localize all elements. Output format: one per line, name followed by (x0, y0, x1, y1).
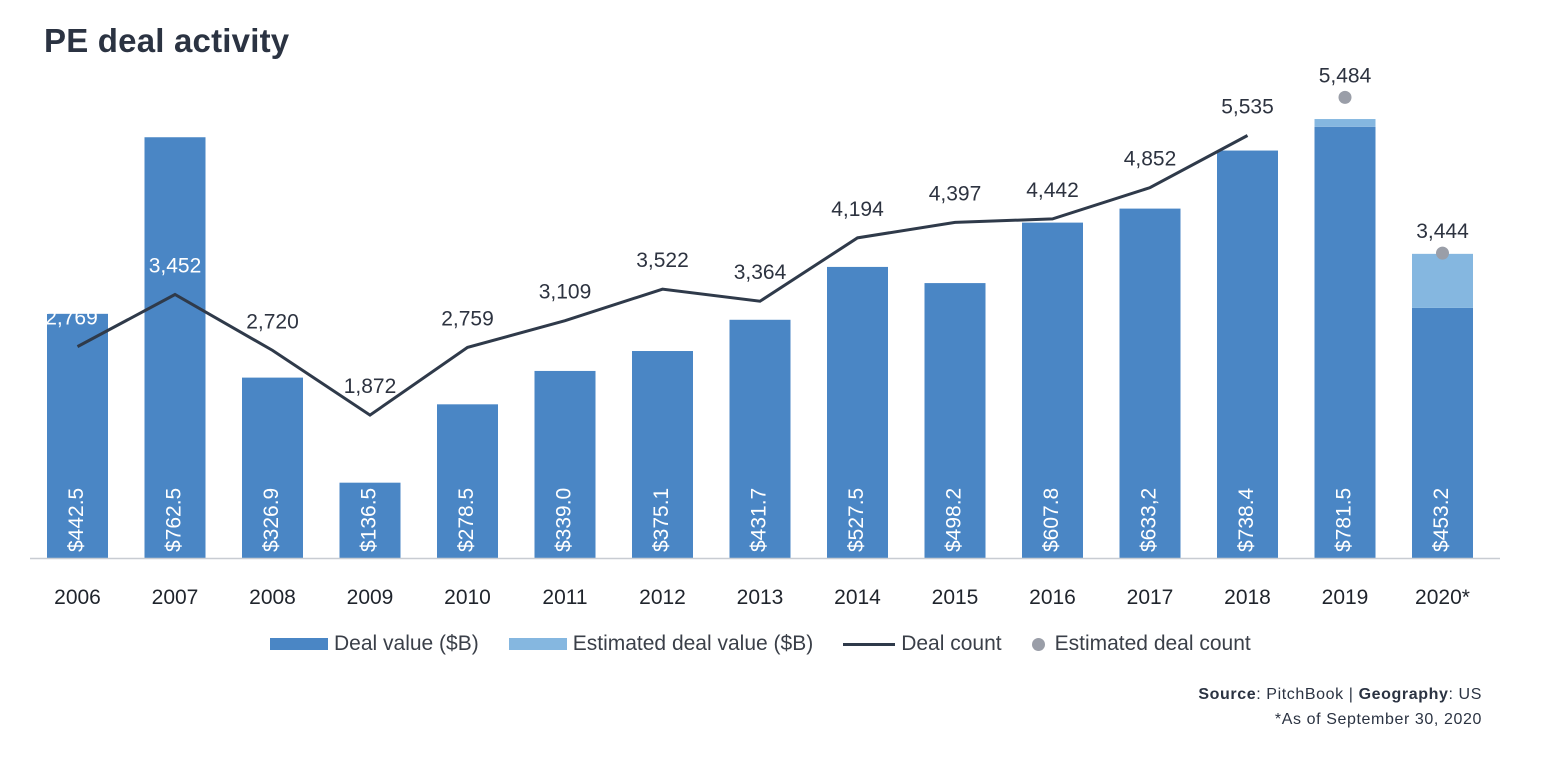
chart: $442.5 $762.5 $326.9 $136.5 $278.5 $339.0 $375… (30, 64, 1500, 609)
legend-label-estimated-deal-count: Estimated deal count (1054, 632, 1251, 655)
x-tick-label: 2007 (152, 586, 199, 609)
bar-value-label: $738.4 (1235, 487, 1258, 552)
deal-count-label: 4,442 (1026, 179, 1079, 202)
deal-count-label: 5,535 (1221, 95, 1274, 118)
deal-count-label: 2,759 (441, 307, 494, 330)
x-tick-label: 2015 (932, 586, 979, 609)
legend-label-deal-count: Deal count (901, 632, 1002, 655)
bar-deal-value-2016 (1022, 222, 1083, 558)
x-tick-label: 2014 (834, 586, 881, 609)
bar-deal-value-2011 (534, 370, 596, 558)
bar-value-label: $762.5 (163, 488, 186, 552)
bar-value-label: $781.5 (1333, 488, 1356, 552)
legend-item-estimated-deal-value: Estimated deal value ($B) (508, 632, 814, 656)
estimated-deal-count-swatch (1031, 637, 1045, 651)
bar-deal-value-2018 (1217, 150, 1278, 559)
x-tick-label: 2018 (1224, 586, 1271, 609)
x-tick-label: 2010 (444, 586, 491, 609)
deal-value-swatch (270, 638, 328, 650)
legend: Deal value ($B) Estimated deal value ($B… (270, 630, 1281, 658)
legend-item-deal-count: Deal count (843, 632, 1002, 656)
geography-label: Geography (1358, 686, 1449, 703)
bar-value-label: $278.5 (455, 488, 478, 552)
bar-deal-value-2012 (632, 351, 693, 558)
deal-count-line (76, 134, 1249, 417)
bar-deal-value-2009 (339, 482, 401, 558)
bar-deal-value-2020* (1412, 307, 1473, 558)
bar-value-label: $453.2 (1430, 488, 1453, 552)
estimated-deal-value-swatch (508, 638, 567, 650)
x-tick-label: 2017 (1127, 586, 1174, 609)
bar-value-label: $442.5 (65, 488, 88, 552)
x-tick-label: 2008 (249, 586, 296, 609)
as-of-note: *As of September 30, 2020 (1274, 711, 1482, 728)
bar-value-label: $527.5 (845, 488, 868, 552)
estimated-deal-count-label: 5,484 (1319, 64, 1372, 87)
legend-item-deal-value: Deal value ($B) (270, 632, 479, 656)
bar-value-label: $326.9 (260, 488, 283, 552)
bar-estimated-deal-value-2020* (1412, 253, 1473, 308)
bar-value-label: $431.7 (748, 488, 771, 552)
deal-count-label: 2,720 (246, 310, 299, 333)
estimated-deal-count-point (1338, 90, 1352, 104)
bar-deal-value-2017 (1119, 208, 1181, 559)
deal-count-label: 2,769 (45, 307, 98, 330)
x-tick-label: 2009 (347, 586, 394, 609)
deal-count-swatch (843, 642, 896, 646)
chart-title: PE deal activity (44, 22, 290, 59)
bar-deal-value-2019 (1314, 126, 1376, 559)
deal-count-label: 3,452 (149, 254, 202, 277)
x-tick-label: 2020* (1415, 586, 1470, 609)
source-label: Source (1198, 686, 1257, 703)
estimated-deal-count-point (1436, 246, 1449, 260)
bar-estimated-deal-value-2019 (1314, 119, 1376, 127)
legend-label-deal-value: Deal value ($B) (334, 632, 479, 655)
estimated-deal-count-label: 3,444 (1416, 220, 1469, 243)
x-tick-label: 2013 (737, 586, 784, 609)
deal-count-label: 4,852 (1124, 148, 1177, 171)
deal-count-label: 1,872 (344, 375, 397, 398)
source-note: Source: PitchBook | Geography: US *As of… (1198, 682, 1482, 732)
bar-deal-value-2007 (144, 137, 206, 558)
deal-count-label: 3,109 (539, 281, 592, 304)
bar-deal-value-2008 (242, 377, 303, 558)
bar-value-label: $498.2 (943, 488, 966, 552)
geography-value: : US (1448, 686, 1482, 703)
bar-value-label: $339.0 (553, 488, 576, 552)
source-value: : PitchBook | (1256, 686, 1359, 703)
deal-count-label: 3,522 (636, 249, 689, 272)
bar-deal-value-2006 (47, 313, 108, 558)
x-tick-label: 2006 (54, 586, 101, 609)
x-tick-label: 2011 (542, 586, 587, 609)
bar-deal-value-2010 (437, 404, 498, 558)
bar-value-label: $375.1 (650, 488, 673, 552)
source-line: Source: PitchBook | Geography: US (1198, 682, 1482, 707)
bar-value-label: $633,2 (1138, 488, 1161, 552)
deal-count-label: 4,397 (929, 182, 982, 205)
legend-item-estimated-deal-count: Estimated deal count (1031, 632, 1251, 656)
deal-count-label: 4,194 (831, 198, 884, 221)
x-tick-label: 2016 (1029, 586, 1076, 609)
bar-deal-value-2013 (729, 319, 791, 558)
deal-count-label: 3,364 (734, 261, 787, 284)
x-tick-label: 2012 (639, 586, 686, 609)
bar-value-label: $136.5 (358, 488, 381, 552)
x-tick-label: 2019 (1322, 586, 1369, 609)
bar-value-label: $607.8 (1040, 488, 1063, 552)
bar-deal-value-2015 (924, 283, 986, 558)
bar-deal-value-2014 (827, 266, 888, 558)
legend-label-estimated-deal-value: Estimated deal value ($B) (572, 632, 814, 655)
